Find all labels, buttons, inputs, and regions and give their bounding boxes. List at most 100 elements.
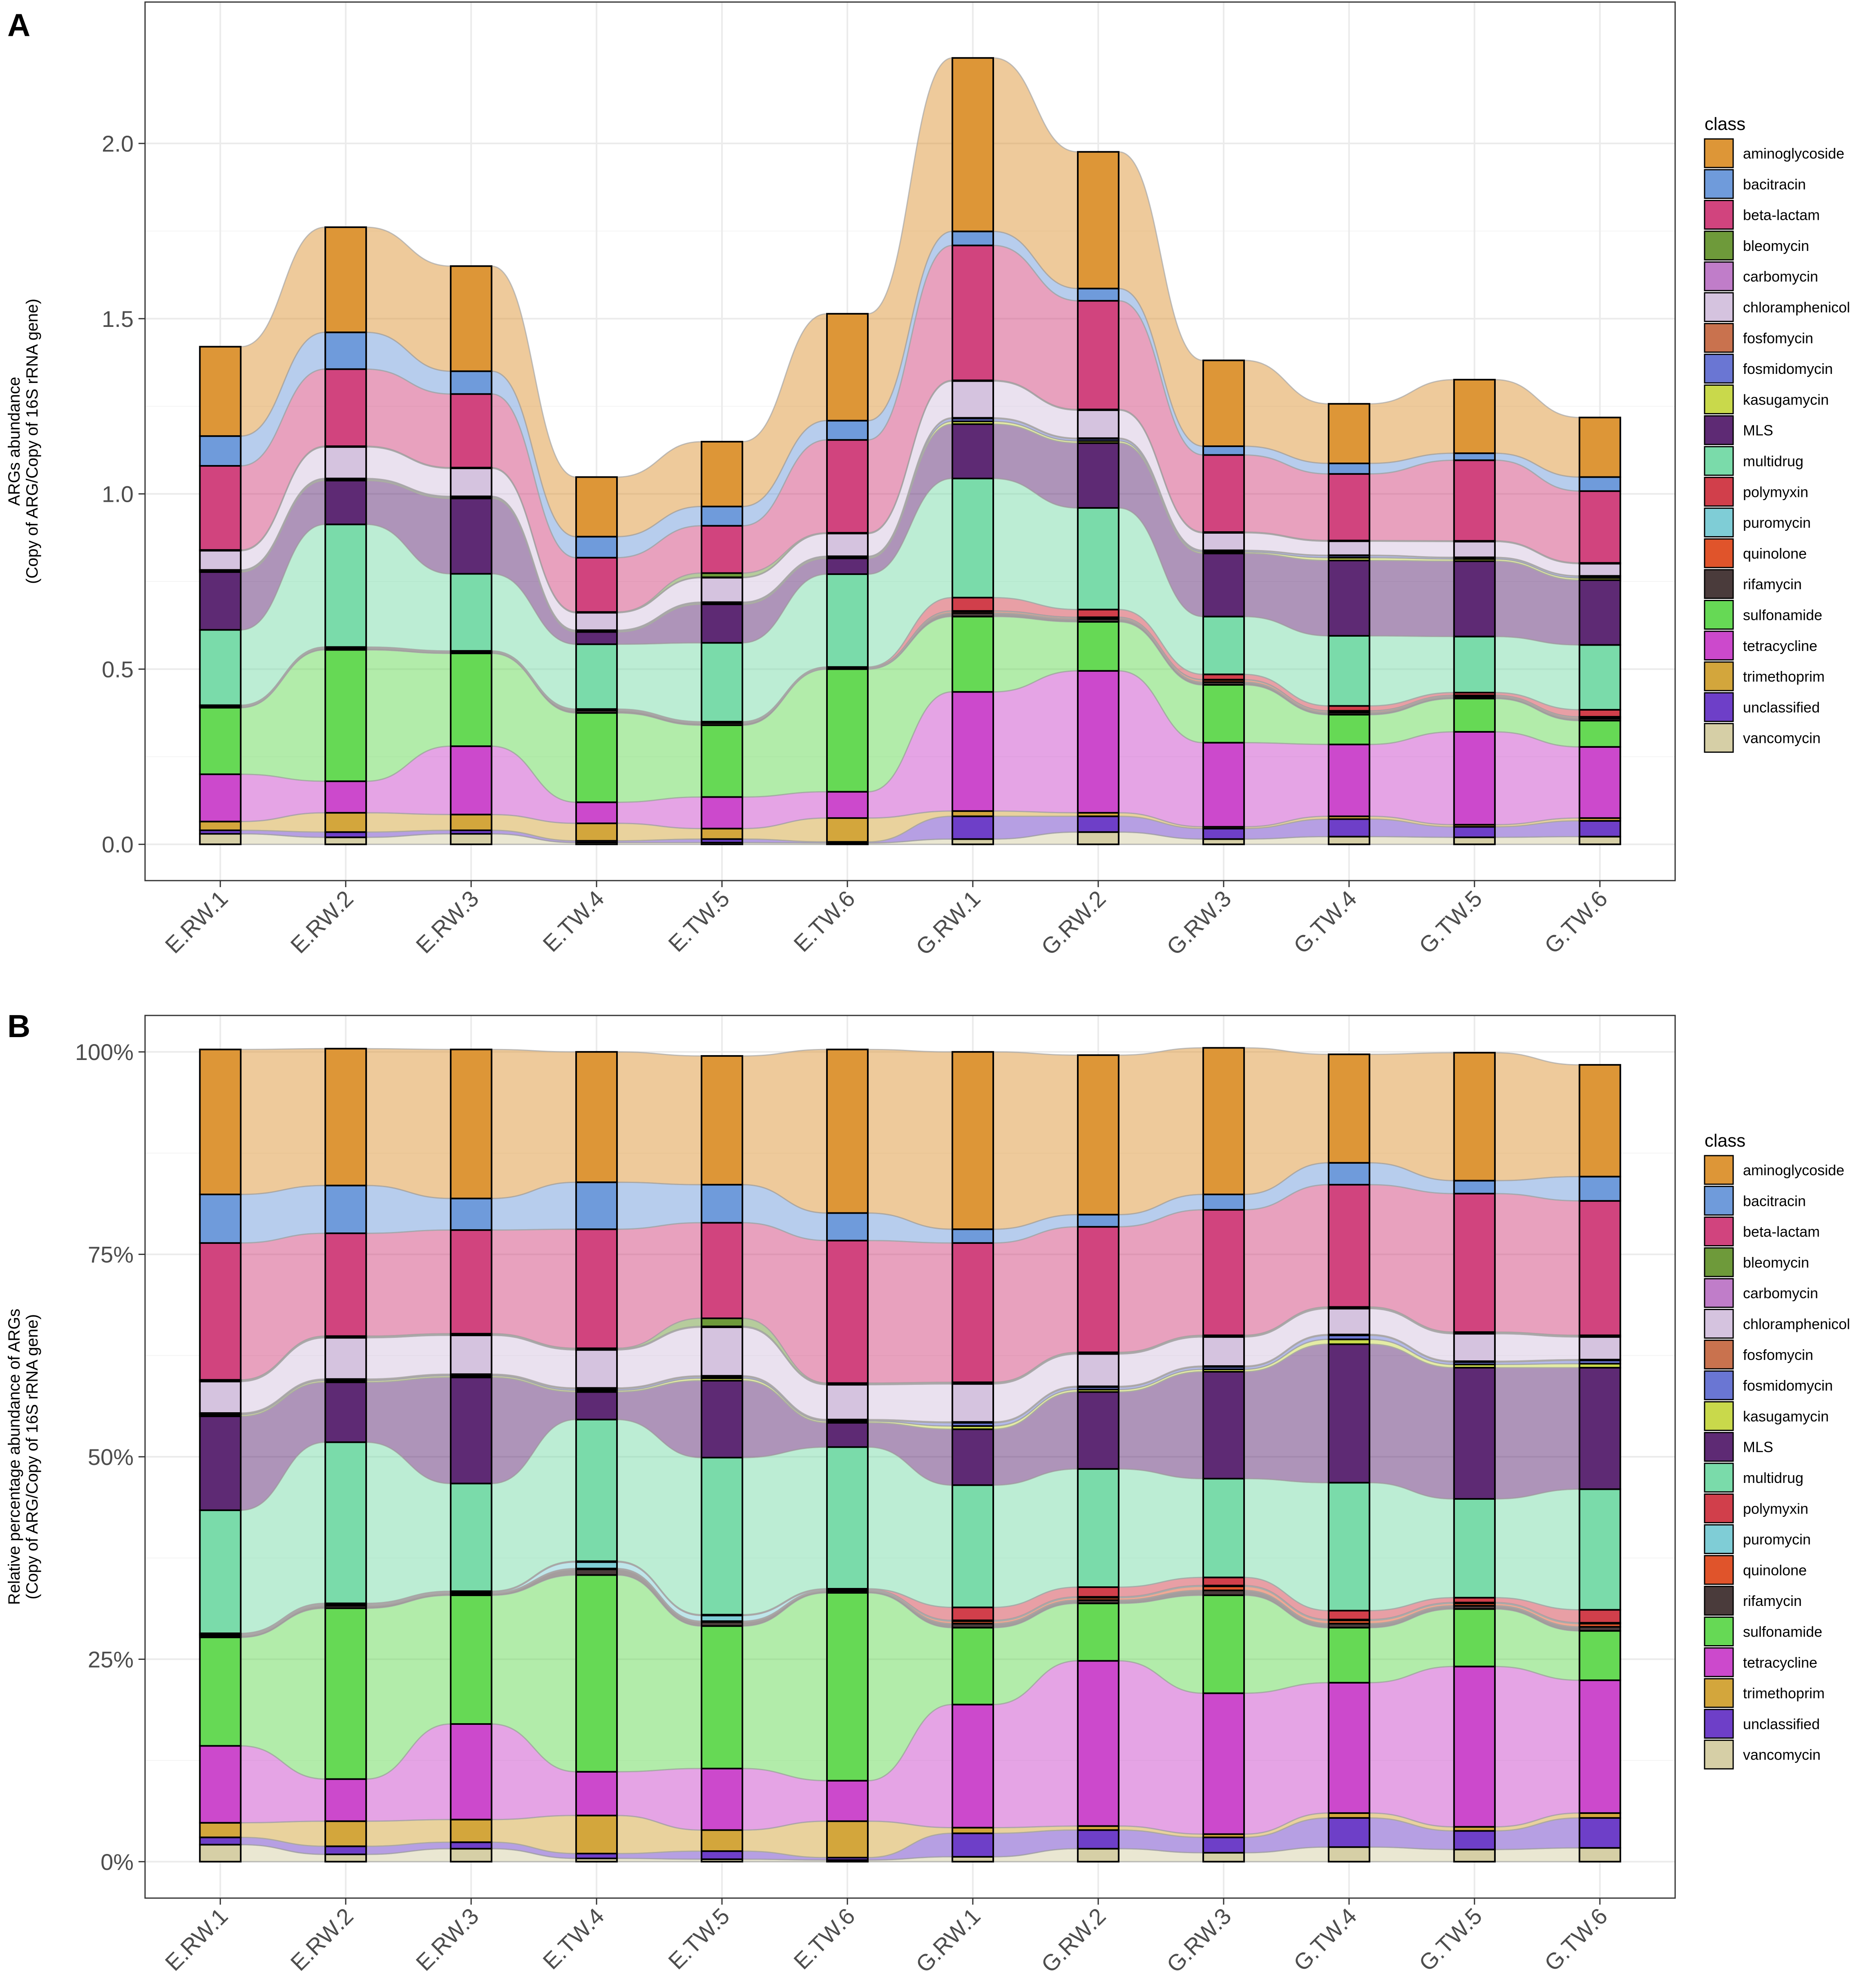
bar-segment-sulfonamide <box>199 707 242 775</box>
legend-label-aminoglycoside: aminoglycoside <box>1743 1162 1844 1178</box>
bar-segment-multidrug <box>1202 615 1245 675</box>
legend-label-kasugamycin: kasugamycin <box>1743 391 1829 408</box>
bar-segment-sulfonamide <box>1202 1594 1245 1694</box>
bar-segment-chloramphenicol <box>1578 563 1621 577</box>
legend-label-carbomycin: carbomycin <box>1743 1285 1818 1301</box>
bar-segment-aminoglycoside <box>1202 359 1245 447</box>
bar-segment-bacitracin <box>1578 1176 1621 1202</box>
bar-segment-vancomycin <box>324 1853 367 1863</box>
bar-segment-multidrug <box>1077 507 1119 610</box>
bar-segment-chloramphenicol <box>951 380 994 419</box>
legend-key-bacitracin <box>1704 1185 1734 1216</box>
legend-key-carbomycin <box>1704 1278 1734 1308</box>
panel-a: 0.00.51.01.52.0E.RW.1 E.RW.2 E.RW.3 E.TW.4 E… <box>5 1 1850 960</box>
flow-mls <box>1369 560 1455 637</box>
legend-key-trimethoprim <box>1704 661 1734 691</box>
bar-segment-mls <box>450 1376 493 1485</box>
flow-chloramphenicol <box>365 1335 451 1380</box>
bar-segment-mls <box>1453 560 1496 637</box>
bar-segment-mls <box>1578 1367 1621 1490</box>
bar-segment-chloramphenicol <box>1453 1333 1496 1362</box>
y-axis: 0% 25% 50% 75% 100% <box>75 1039 145 1875</box>
bar-segment-bacitracin <box>951 230 994 246</box>
bar-segment-multidrug <box>701 642 744 723</box>
bar-segment-polymyxin <box>1077 608 1119 618</box>
bar-segment-multidrug <box>1202 1478 1245 1579</box>
bar-segment-multidrug <box>951 1484 994 1608</box>
y-tick-label: 2.0 <box>102 131 134 157</box>
bar-segment-beta-lactam <box>701 525 744 574</box>
legend-key-fosmidomycin <box>1704 353 1734 384</box>
flow-tetracycline <box>1369 731 1455 825</box>
bar-segment-trimethoprim <box>324 812 367 833</box>
bar-segment-mls <box>324 480 367 526</box>
legend-key-sulfonamide <box>1704 1617 1734 1646</box>
bar-segment-tetracycline <box>701 1767 744 1831</box>
bar-segment-beta-lactam <box>1077 300 1119 410</box>
legend-key-fosmidomycin <box>1704 1370 1734 1400</box>
bar-segment-mls <box>951 1428 994 1486</box>
bar-segment-beta-lactam <box>450 1229 493 1335</box>
y-tick-label: 0.0 <box>102 832 134 857</box>
bar-segment-multidrug <box>199 629 242 706</box>
bar-segment-bacitracin <box>701 505 744 527</box>
legend-key-tetracycline <box>1704 1647 1734 1677</box>
legend-title: class <box>1705 1131 1745 1151</box>
bars <box>199 57 1621 845</box>
bar-segment-mls <box>450 497 493 575</box>
bar-segment-aminoglycoside <box>826 313 869 422</box>
flow-aminoglycoside <box>1369 1052 1455 1181</box>
legend-key-trimethoprim <box>1704 1678 1734 1708</box>
bar-segment-multidrug <box>575 1418 618 1562</box>
bar-segment-beta-lactam <box>1327 473 1370 541</box>
bar-segment-mls <box>1453 1367 1496 1500</box>
bar-segment-bacitracin <box>1202 445 1245 456</box>
bar-segment-trimethoprim <box>324 1820 367 1847</box>
legend-label-bleomycin: bleomycin <box>1743 237 1809 254</box>
bar-segment-bacitracin <box>324 1185 367 1234</box>
legend-label-bleomycin: bleomycin <box>1743 1254 1809 1271</box>
bar-segment-bacitracin <box>199 435 242 467</box>
bar-segment-trimethoprim <box>826 817 869 843</box>
legend-label-puromycin: puromycin <box>1743 514 1811 531</box>
bar-segment-trimethoprim <box>575 822 618 842</box>
bar-segment-sulfonamide <box>1578 720 1621 748</box>
bar-segment-vancomycin <box>1327 836 1370 845</box>
bar-segment-chloramphenicol <box>1077 1353 1119 1387</box>
bar-segment-trimethoprim <box>826 1820 869 1858</box>
bar-segment-vancomycin <box>199 833 242 845</box>
bar-segment-bleomycin <box>701 1317 744 1327</box>
bar-segment-multidrug <box>1327 1482 1370 1612</box>
bar-segment-beta-lactam <box>1453 459 1496 542</box>
bar-segment-tetracycline <box>324 1778 367 1822</box>
legend-key-carbomycin <box>1704 261 1734 291</box>
bar-segment-multidrug <box>199 1509 242 1635</box>
flow-chloramphenicol <box>1369 540 1455 558</box>
legend-label-fosfomycin: fosfomycin <box>1743 1346 1813 1363</box>
bar-segment-tetracycline <box>199 1745 242 1824</box>
bar-segment-bacitracin <box>1453 452 1496 461</box>
y-axis-title: Relative percentage abundance of ARGs (Co… <box>5 1309 41 1605</box>
bar-segment-mls <box>1202 1371 1245 1480</box>
bar-segment-chloramphenicol <box>575 1349 618 1389</box>
legend-key-rifamycin <box>1704 1585 1734 1616</box>
plot-border <box>144 1 1676 881</box>
legend: class aminoglycoside bacitracin beta-lactam… <box>1704 1131 1850 1770</box>
bar-segment-beta-lactam <box>826 1239 869 1384</box>
flow-tetracycline <box>1494 1666 1580 1828</box>
bar-segment-sulfonamide <box>951 615 994 693</box>
flow-beta-lactam <box>1118 1209 1204 1353</box>
bars <box>199 1047 1621 1863</box>
bar-segment-tetracycline <box>1077 1660 1119 1827</box>
bar-segment-tetracycline <box>1578 1679 1621 1814</box>
bar-segment-beta-lactam <box>951 244 994 381</box>
bar-segment-aminoglycoside <box>1453 379 1496 454</box>
flow-multidrug <box>1369 1482 1455 1612</box>
bar-segment-tetracycline <box>575 1771 618 1816</box>
bar-segment-beta-lactam <box>199 465 242 551</box>
y-tick-label: 50% <box>88 1444 134 1470</box>
bar-segment-aminoglycoside <box>1077 151 1119 290</box>
y-tick-label: 25% <box>88 1646 134 1672</box>
bar-segment-chloramphenicol <box>1327 1308 1370 1335</box>
bar-segment-bacitracin <box>701 1184 744 1224</box>
